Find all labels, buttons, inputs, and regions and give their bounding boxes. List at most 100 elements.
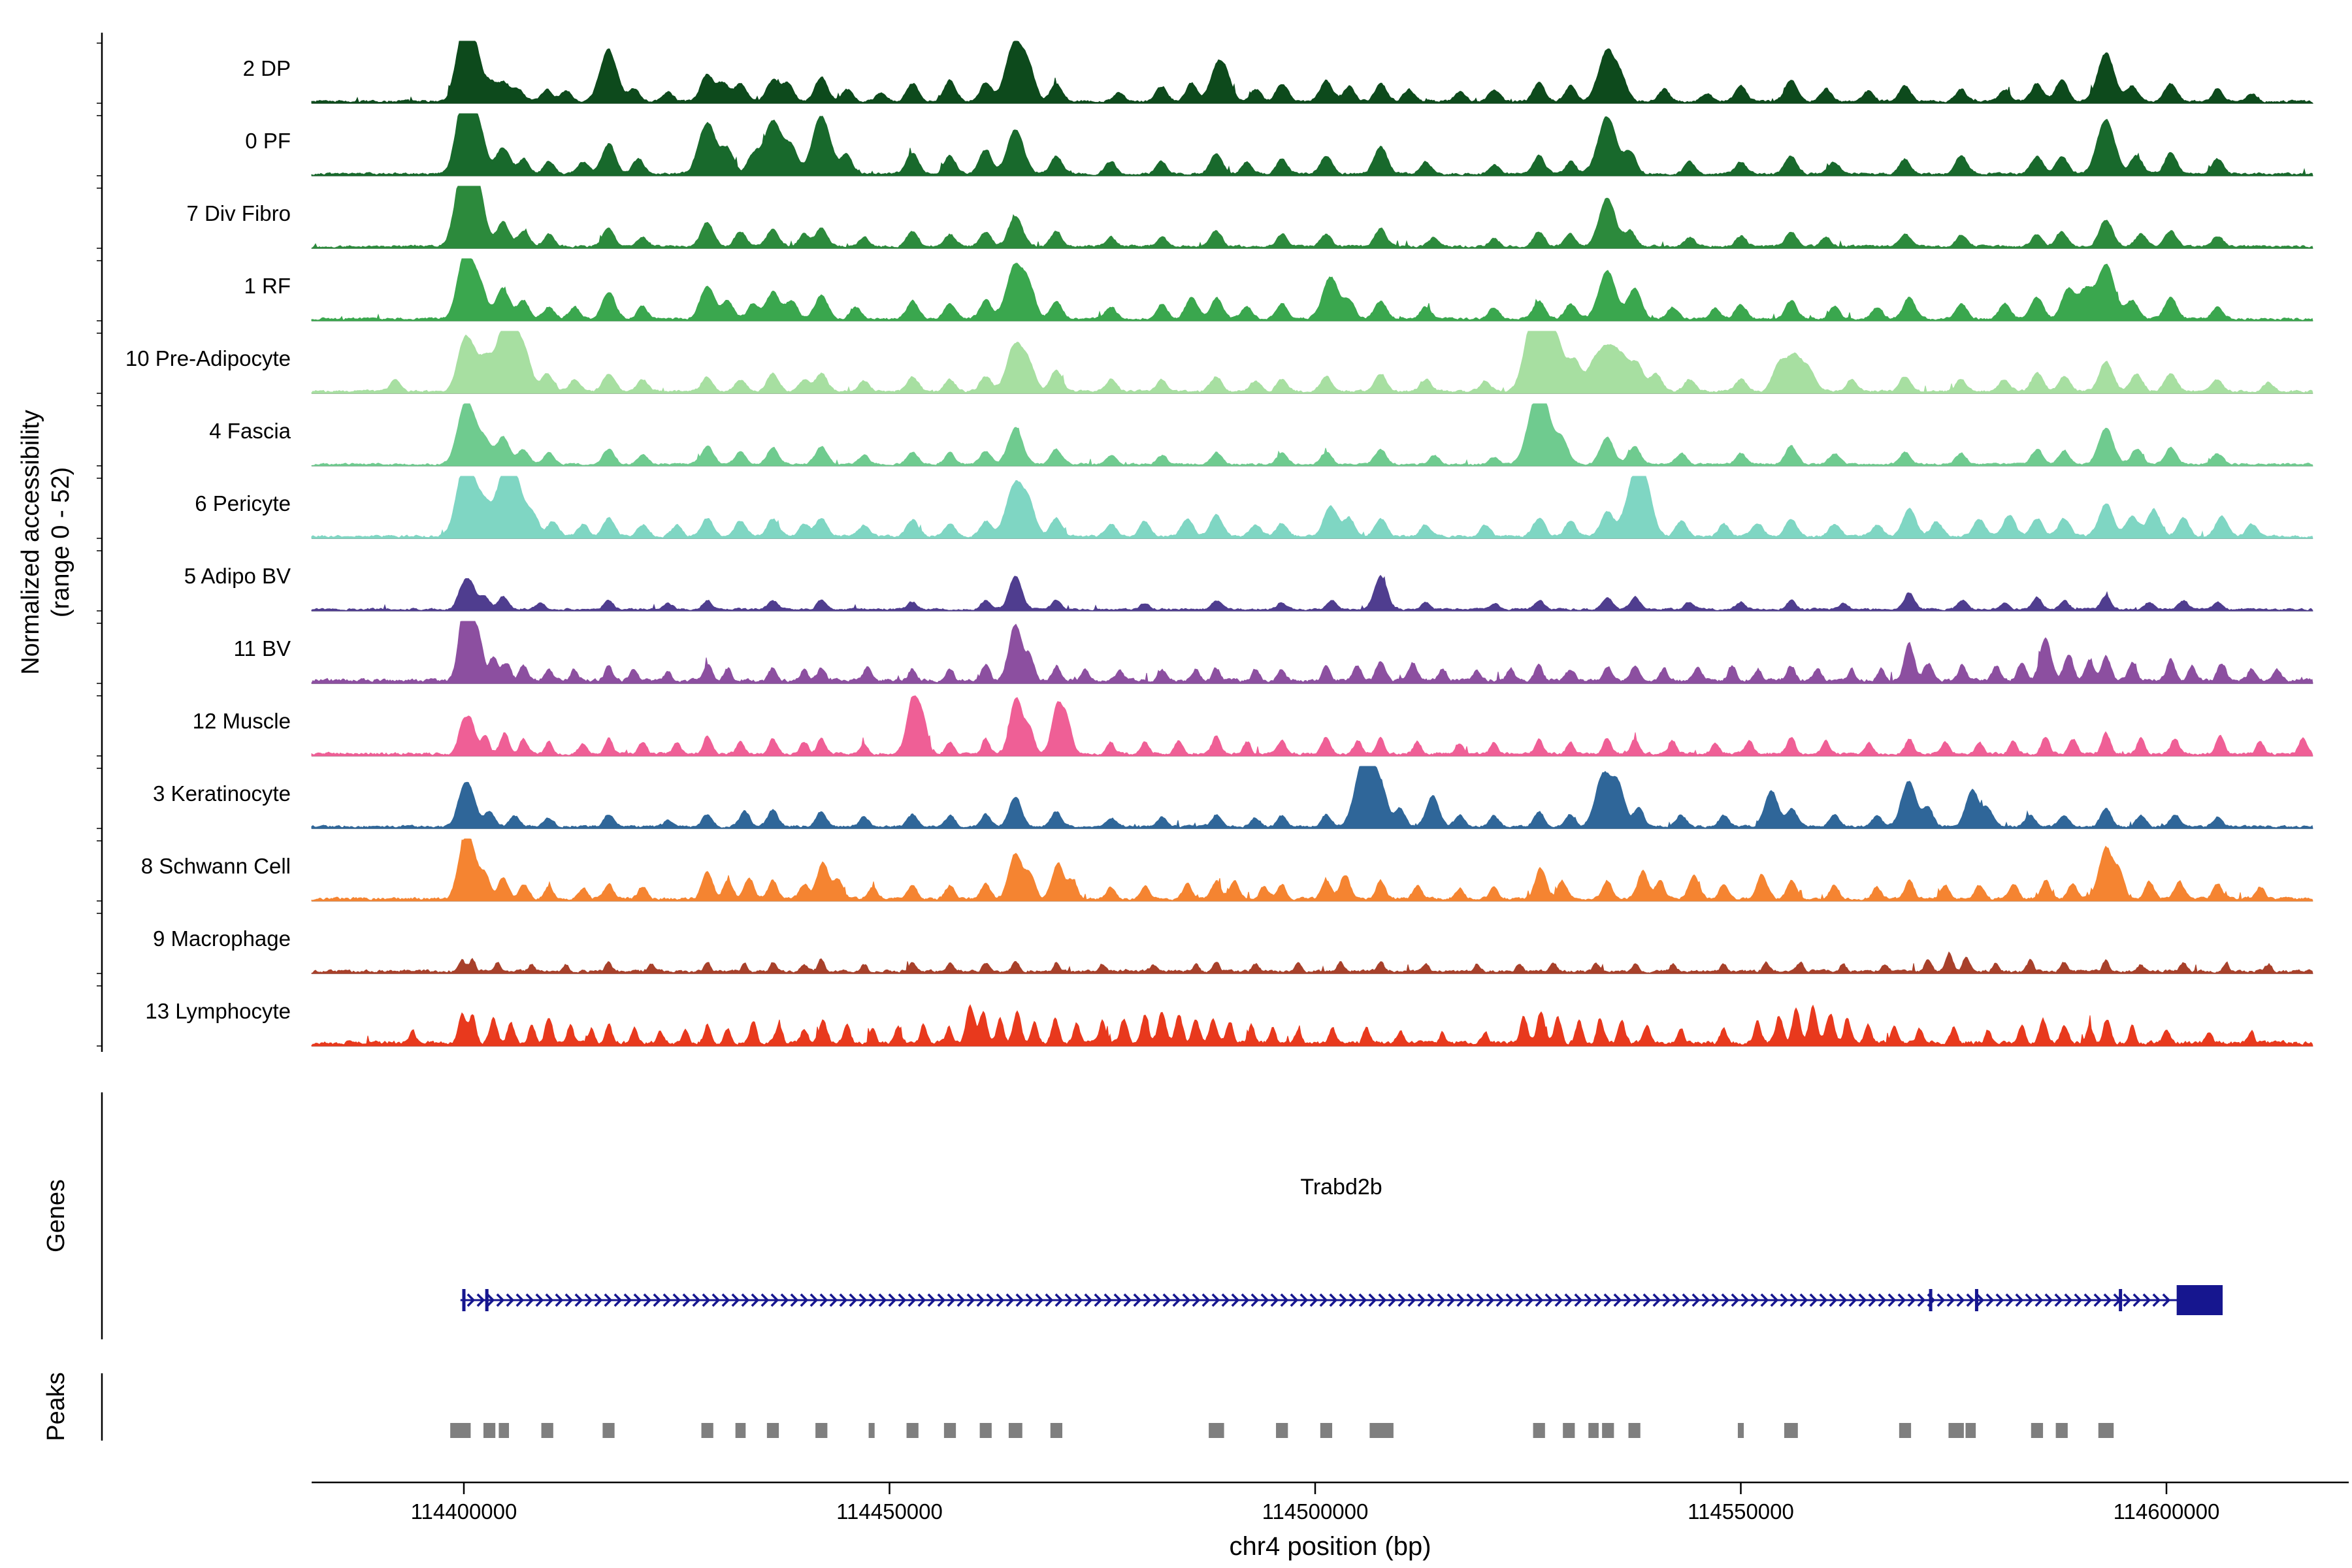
track-signal	[311, 951, 2313, 974]
peak-call-box	[1899, 1423, 1912, 1438]
gene-strand-chevron	[2025, 1293, 2034, 1307]
track-signal	[311, 331, 2313, 394]
gene-strand-chevron	[1907, 1293, 1916, 1307]
peak-call-box	[2098, 1423, 2114, 1438]
track-label: 4 Fascia	[209, 419, 291, 443]
peak-call-box	[1784, 1423, 1798, 1438]
gene-strand-chevron	[1446, 1293, 1456, 1307]
gene-strand-chevron	[1260, 1293, 1269, 1307]
gene-strand-chevron	[682, 1293, 691, 1307]
gene-strand-chevron	[1084, 1293, 1093, 1307]
gene-strand-chevron	[1682, 1293, 1691, 1307]
peak-call-box	[450, 1423, 471, 1438]
gene-strand-chevron	[1309, 1293, 1318, 1307]
gene-strand-chevron	[917, 1293, 926, 1307]
gene-strand-chevron	[1221, 1293, 1230, 1307]
peak-call-box	[1588, 1423, 1599, 1438]
gene-strand-chevron	[1848, 1293, 1857, 1307]
gene-strand-chevron	[996, 1293, 1005, 1307]
gene-strand-chevron	[1584, 1293, 1593, 1307]
peak-call-box	[1276, 1423, 1288, 1438]
track-label: 5 Adipo BV	[184, 564, 291, 588]
gene-exon-tick	[1974, 1289, 1978, 1311]
gene-strand-chevron	[1731, 1293, 1740, 1307]
gene-strand-chevron	[2162, 1293, 2171, 1307]
gene-strand-chevron	[584, 1293, 593, 1307]
gene-strand-chevron	[1123, 1293, 1132, 1307]
gene-strand-chevron	[1005, 1293, 1015, 1307]
gene-strand-chevron	[2034, 1293, 2044, 1307]
gene-strand-chevron	[662, 1293, 672, 1307]
gene-strand-chevron	[1064, 1293, 1073, 1307]
gene-strand-chevron	[2152, 1293, 2161, 1307]
gene-strand-chevron	[2132, 1293, 2142, 1307]
gene-strand-chevron	[1339, 1293, 1348, 1307]
peak-call-box	[1320, 1423, 1333, 1438]
gene-strand-chevron	[1250, 1293, 1260, 1307]
gene-strand-chevron	[800, 1293, 809, 1307]
gene-exon-tick	[462, 1289, 466, 1311]
gene-strand-chevron	[1868, 1293, 1877, 1307]
gene-strand-chevron	[1182, 1293, 1191, 1307]
gene-strand-chevron	[1799, 1293, 1808, 1307]
peak-call-box	[1602, 1423, 1614, 1438]
peak-call-box	[1737, 1423, 1744, 1438]
gene-strand-chevron	[2005, 1293, 2014, 1307]
gene-strand-chevron	[2093, 1293, 2102, 1307]
gene-strand-chevron	[1652, 1293, 1661, 1307]
peak-call-box	[701, 1423, 713, 1438]
gene-strand-chevron	[1025, 1293, 1034, 1307]
gene-strand-chevron	[1319, 1293, 1328, 1307]
gene-strand-chevron	[1417, 1293, 1426, 1307]
gene-strand-chevron	[1329, 1293, 1338, 1307]
peak-call-box	[2055, 1423, 2068, 1438]
gene-strand-chevron	[731, 1293, 740, 1307]
gene-strand-chevron	[1290, 1293, 1299, 1307]
gene-exon-tick	[1929, 1289, 1933, 1311]
x-tick-label: 114500000	[1262, 1499, 1369, 1524]
gene-strand-chevron	[1662, 1293, 1671, 1307]
gene-strand-chevron	[1623, 1293, 1632, 1307]
peak-call-box	[906, 1423, 919, 1438]
peak-call-box	[2031, 1423, 2044, 1438]
peak-call-box	[1008, 1423, 1022, 1438]
gene-strand-chevron	[829, 1293, 838, 1307]
gene-strand-chevron	[594, 1293, 603, 1307]
gene-strand-chevron	[1525, 1293, 1534, 1307]
gene-strand-chevron	[1936, 1293, 1946, 1307]
gene-strand-chevron	[809, 1293, 819, 1307]
gene-strand-chevron	[564, 1293, 574, 1307]
gene-strand-chevron	[613, 1293, 623, 1307]
gene-strand-chevron	[574, 1293, 583, 1307]
gene-strand-chevron	[966, 1293, 975, 1307]
peak-call-box	[1050, 1423, 1063, 1438]
x-tick-label: 114550000	[1688, 1499, 1794, 1524]
gene-strand-chevron	[907, 1293, 917, 1307]
gene-strand-chevron	[496, 1293, 505, 1307]
gene-strand-chevron	[1133, 1293, 1142, 1307]
gene-strand-chevron	[466, 1293, 476, 1307]
peak-call-box	[1628, 1423, 1641, 1438]
gene-strand-chevron	[643, 1293, 652, 1307]
gene-strand-chevron	[1035, 1293, 1044, 1307]
gene-strand-chevron	[2054, 1293, 2063, 1307]
x-tick-label: 114600000	[2113, 1499, 2220, 1524]
gene-strand-chevron	[486, 1293, 495, 1307]
gene-strand-chevron	[721, 1293, 730, 1307]
gene-strand-chevron	[1976, 1293, 1985, 1307]
track-signal	[311, 41, 2314, 104]
gene-strand-chevron	[525, 1293, 534, 1307]
gene-strand-chevron	[1642, 1293, 1652, 1307]
gene-strand-chevron	[1152, 1293, 1162, 1307]
x-tick-label: 114450000	[836, 1499, 943, 1524]
gene-strand-chevron	[760, 1293, 770, 1307]
track-label: 7 Div Fibro	[186, 201, 291, 225]
gene-strand-chevron	[1505, 1293, 1514, 1307]
gene-strand-chevron	[1819, 1293, 1828, 1307]
gene-strand-chevron	[780, 1293, 789, 1307]
gene-strand-chevron	[888, 1293, 897, 1307]
gene-strand-chevron	[1211, 1293, 1220, 1307]
x-axis-title: chr4 position (bp)	[1229, 1532, 1431, 1561]
